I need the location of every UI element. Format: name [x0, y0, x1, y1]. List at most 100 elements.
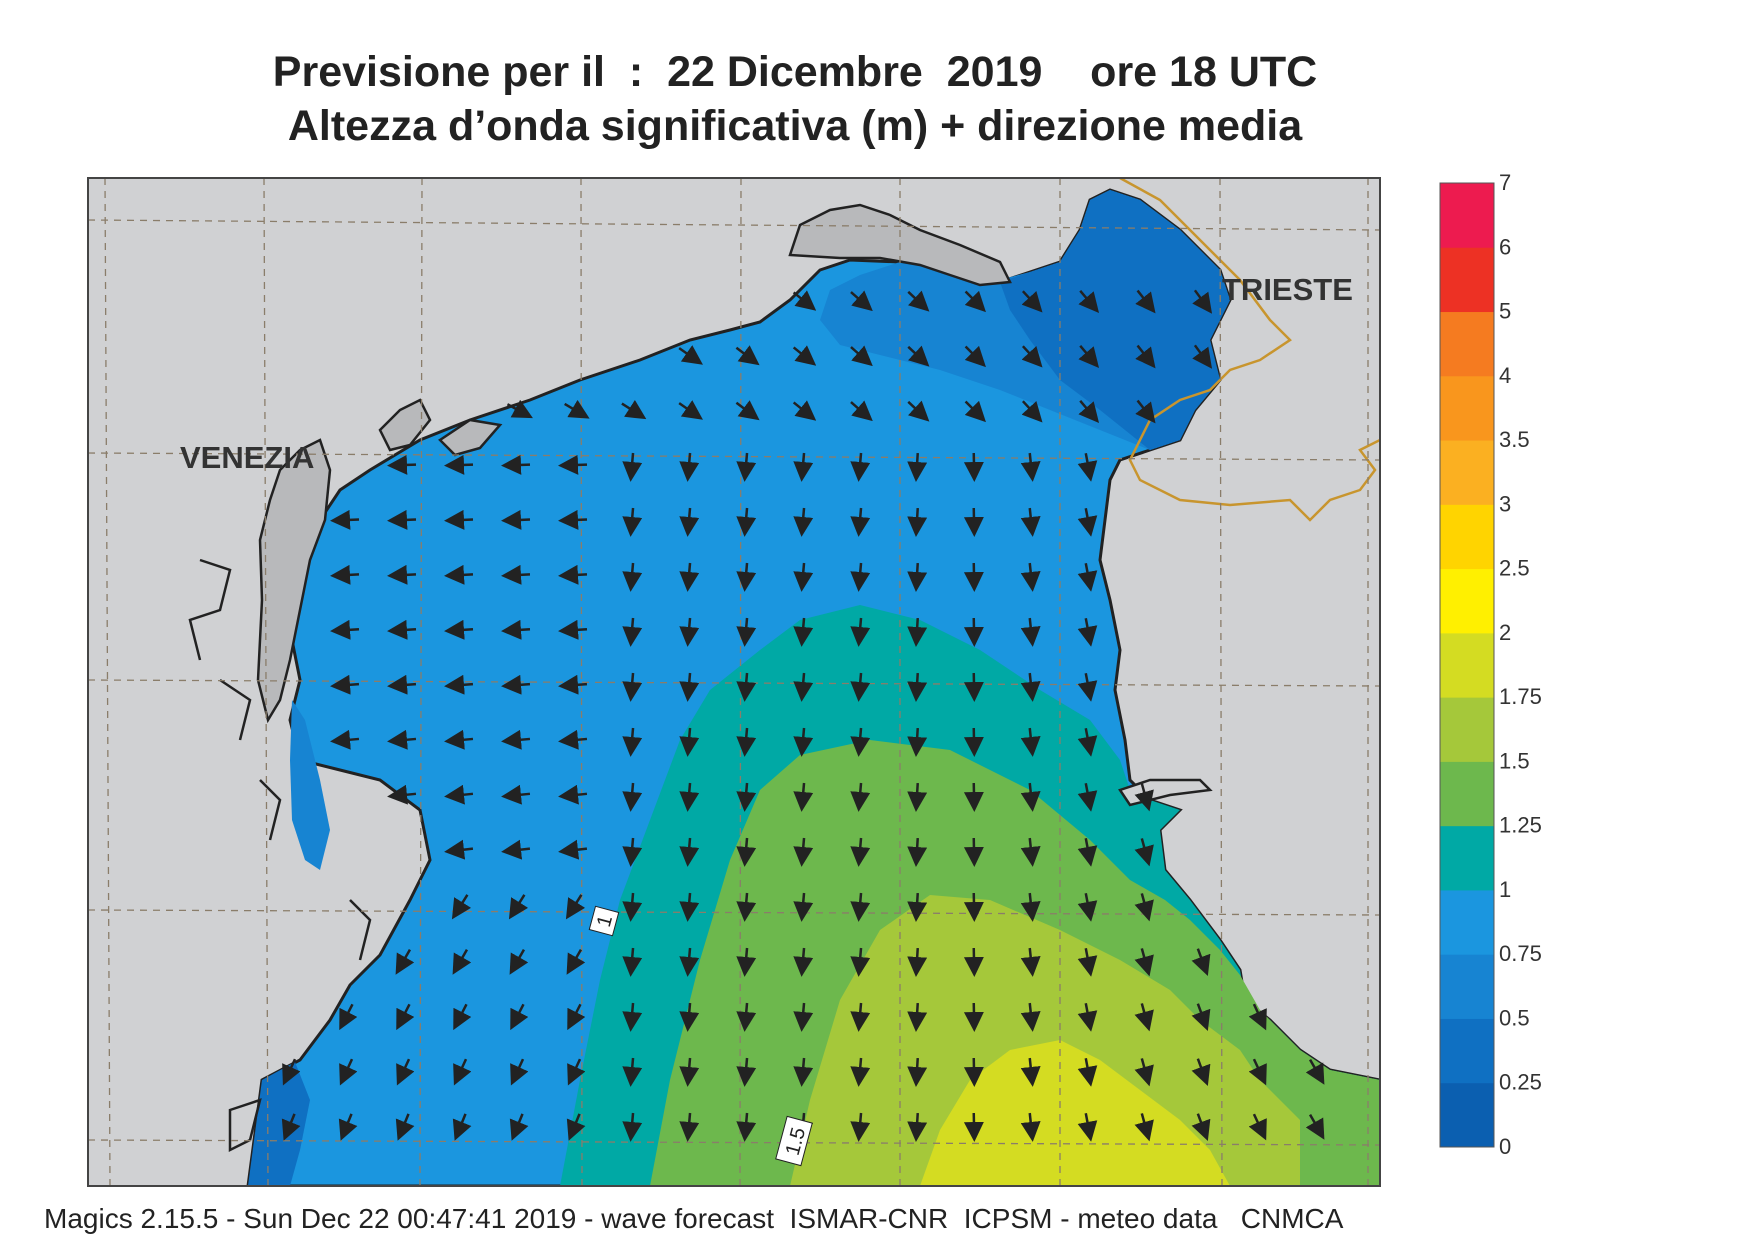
- colorbar-swatch: [1440, 247, 1494, 313]
- wave-direction-arrow: [1020, 1057, 1041, 1087]
- wave-direction-arrow: [444, 564, 474, 585]
- wave-direction-arrow: [907, 672, 928, 702]
- wave-direction-arrow: [679, 1112, 700, 1142]
- wave-direction-arrow: [558, 839, 588, 860]
- island-1: [378, 398, 432, 452]
- wave-direction-arrow: [679, 507, 700, 537]
- wave-direction-arrow: [506, 399, 533, 419]
- wave-direction-arrow: [565, 894, 586, 920]
- wave-direction-arrow: [736, 507, 757, 537]
- island-2: [438, 418, 503, 457]
- colorbar-swatch: [1440, 697, 1494, 762]
- wave-direction-arrow: [1020, 1112, 1041, 1142]
- wave-direction-arrow: [508, 894, 529, 920]
- wave-direction-arrow: [444, 784, 474, 805]
- wave-direction-arrow: [1077, 727, 1098, 757]
- wave-direction-arrow: [850, 1112, 871, 1142]
- wave-direction-arrow: [1077, 452, 1098, 482]
- wave-direction-arrow: [444, 839, 474, 860]
- wave-direction-arrow: [736, 727, 757, 757]
- wave-direction-arrow: [907, 727, 928, 757]
- wave-direction-arrow: [1305, 1113, 1325, 1140]
- wave-direction-arrow: [1135, 399, 1156, 424]
- wave-direction-arrow: [850, 452, 871, 482]
- colorbar-tick-label: 1: [1499, 877, 1511, 902]
- colorbar-tick-label: 0.25: [1499, 1070, 1542, 1095]
- wave-direction-arrow: [1248, 1003, 1267, 1031]
- wave-direction-arrow: [509, 1113, 529, 1141]
- wave-direction-arrow: [850, 562, 871, 592]
- wave-direction-arrow: [850, 727, 871, 757]
- wave-direction-arrow: [387, 729, 417, 750]
- colorbar-swatch: [1440, 504, 1494, 570]
- wave-direction-arrow: [622, 727, 643, 757]
- band-0.25-west: [290, 700, 330, 870]
- wave-direction-arrow: [622, 507, 643, 537]
- wave-direction-arrows: [281, 289, 1325, 1142]
- colorbar-tick-label: 1.5: [1499, 748, 1530, 773]
- wave-direction-arrow: [387, 509, 417, 530]
- wave-direction-arrow: [1020, 892, 1041, 922]
- wave-direction-arrow: [281, 1113, 301, 1141]
- wave-direction-arrow: [339, 1003, 358, 1031]
- title-line-2: Altezza d’onda significativa (m) + direz…: [287, 102, 1303, 150]
- coast-lines-west: [188, 558, 372, 1153]
- colorbar-swatch: [1440, 954, 1494, 1019]
- wave-direction-arrow: [736, 1002, 757, 1032]
- wave-direction-arrow: [1077, 782, 1098, 812]
- wave-direction-arrow: [1134, 838, 1154, 867]
- wave-direction-arrow: [567, 1058, 586, 1086]
- wave-direction-arrow: [679, 782, 700, 812]
- wave-direction-arrow: [793, 837, 814, 867]
- wave-direction-arrow: [395, 948, 415, 975]
- svg-text:1: 1: [593, 913, 617, 929]
- wave-direction-arrow: [736, 947, 757, 977]
- wave-direction-arrow: [1020, 837, 1041, 867]
- wave-direction-arrow: [452, 948, 472, 975]
- band-0.25: [1000, 190, 1230, 450]
- wave-direction-arrow: [850, 1057, 871, 1087]
- wave-direction-arrow: [558, 509, 588, 530]
- wave-direction-arrow: [396, 1058, 415, 1086]
- wave-direction-arrow: [850, 947, 871, 977]
- wave-direction-arrow: [1077, 837, 1098, 867]
- contour-label-1: 1: [588, 905, 620, 937]
- wave-direction-arrow: [736, 1057, 757, 1087]
- wave-direction-arrow: [735, 345, 760, 366]
- wave-direction-arrow: [1077, 672, 1098, 702]
- wave-direction-arrow: [1305, 1058, 1325, 1085]
- wave-direction-arrow: [793, 1002, 814, 1032]
- wave-direction-arrow: [907, 345, 930, 367]
- wave-direction-arrow: [736, 672, 757, 702]
- colorbar-swatch: [1440, 889, 1494, 955]
- wave-direction-arrow: [1020, 507, 1041, 537]
- wave-direction-arrow: [558, 564, 588, 585]
- wave-direction-arrow: [793, 672, 814, 702]
- wave-direction-arrow: [444, 729, 474, 750]
- wave-direction-arrow: [1078, 290, 1100, 313]
- wave-direction-arrow: [622, 452, 643, 482]
- wave-direction-arrow: [501, 454, 531, 475]
- wave-direction-arrow: [907, 892, 928, 922]
- wave-direction-arrow: [330, 509, 360, 530]
- colorbar-swatch: [1440, 1018, 1494, 1084]
- wave-direction-arrow: [907, 452, 928, 482]
- wave-direction-arrow: [387, 454, 417, 475]
- colorbar-frame: [1439, 182, 1495, 1148]
- colorbar-tick-label: 0.5: [1499, 1005, 1530, 1030]
- colorbar-swatch: [1440, 568, 1494, 634]
- wave-direction-arrow: [850, 1002, 871, 1032]
- wave-direction-arrow: [558, 729, 588, 750]
- wave-direction-arrow: [1134, 783, 1154, 812]
- wave-direction-arrow: [850, 617, 871, 647]
- map-area: VENEZIA TRIESTE 1 1.5: [88, 178, 1380, 1186]
- wave-direction-arrow: [907, 290, 930, 312]
- wave-direction-arrow: [1077, 562, 1098, 592]
- wave-direction-arrow: [793, 562, 814, 592]
- wave-direction-arrow: [907, 507, 928, 537]
- wave-direction-arrow: [453, 1058, 472, 1086]
- wave-direction-arrow: [558, 784, 588, 805]
- wave-direction-arrow: [679, 1002, 700, 1032]
- wave-direction-arrow: [1020, 1002, 1041, 1032]
